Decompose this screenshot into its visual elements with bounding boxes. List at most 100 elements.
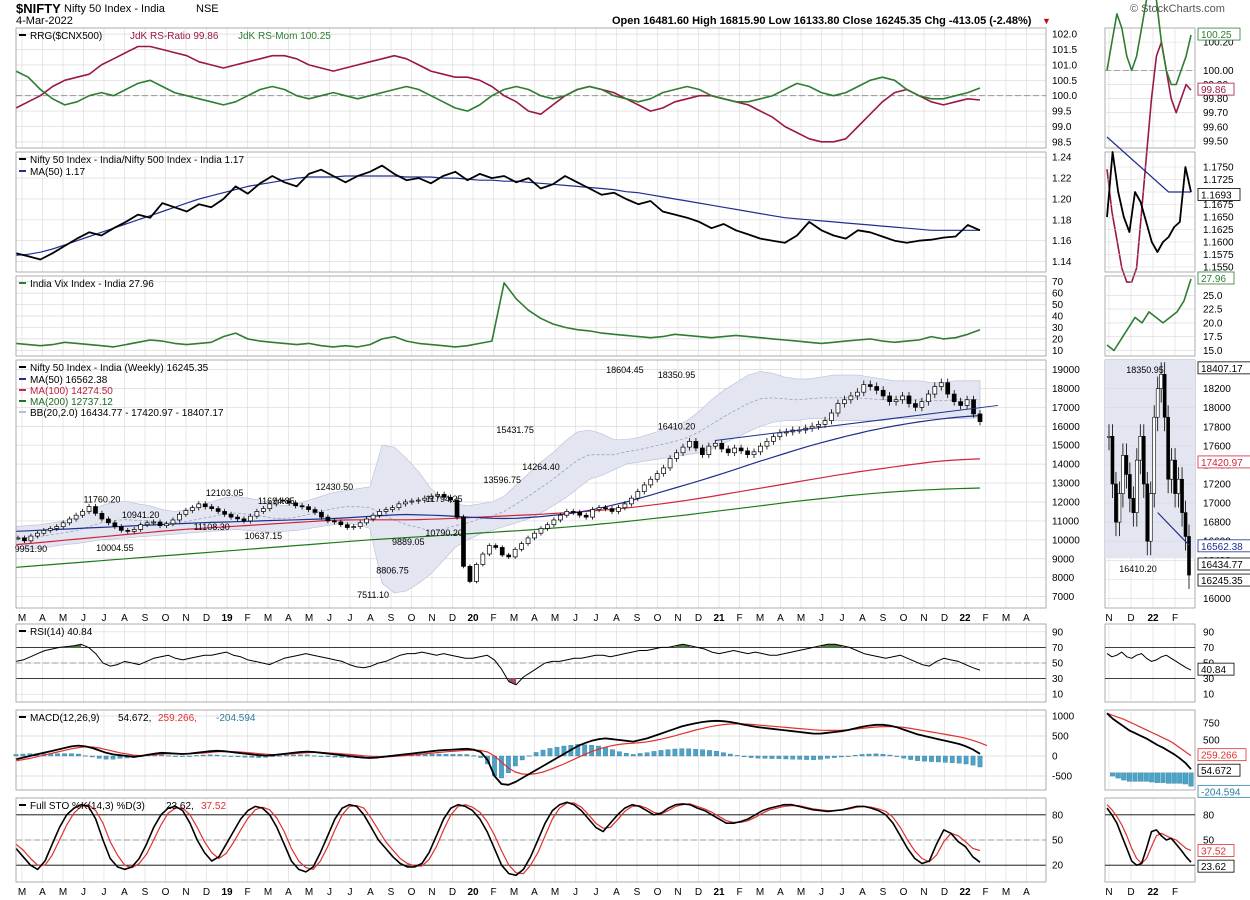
x-axis-label: 22 bbox=[959, 613, 971, 624]
price-zoom-y-tick: 16800 bbox=[1203, 518, 1231, 529]
rrg-zoom-y-tick: 99.80 bbox=[1203, 94, 1228, 105]
price-panel-frame bbox=[15, 359, 1047, 609]
x-axis-label-bottom: J bbox=[348, 887, 353, 898]
price-bar-body bbox=[202, 503, 208, 508]
x-axis-label: N bbox=[182, 613, 189, 624]
vix-zoom-y-tick: 22.5 bbox=[1203, 305, 1223, 316]
price-zoom-badge-box bbox=[1197, 361, 1250, 375]
ratio-zoom-y-tick: 1.1675 bbox=[1203, 200, 1234, 211]
price-bar-body bbox=[189, 507, 195, 511]
price-zoom-badge: 17420.97 bbox=[1201, 458, 1243, 469]
price-bar-body bbox=[364, 518, 369, 524]
x-axis-label: D bbox=[941, 613, 948, 624]
macd-histogram-bar bbox=[318, 755, 324, 757]
macd-zoom-histogram-bar bbox=[1149, 772, 1155, 783]
price-bar-body bbox=[641, 484, 647, 492]
ratio-ma50-line bbox=[15, 175, 980, 256]
price-bar-body bbox=[222, 511, 227, 515]
price-bar-body bbox=[738, 447, 744, 452]
ratio-ma-legend: MA(50) 1.17 bbox=[30, 167, 85, 178]
price-zoom-y-tick: 17800 bbox=[1203, 422, 1231, 433]
x-axis-label-bottom: M bbox=[18, 887, 26, 898]
x-axis-label: A bbox=[367, 613, 374, 624]
macd-y-tick: -500 bbox=[1052, 772, 1072, 783]
macd-zoom-histogram-bar bbox=[1188, 772, 1194, 787]
price-bar-body bbox=[254, 511, 260, 517]
price-zoom-y-tick: 18000 bbox=[1203, 403, 1231, 414]
macd-histogram-bar bbox=[96, 755, 102, 759]
zoom-price-bar-body bbox=[1187, 536, 1191, 576]
price-y-tick: 18000 bbox=[1052, 384, 1080, 395]
price-y-tick: 10000 bbox=[1052, 535, 1080, 546]
macd-histogram-bar bbox=[949, 755, 955, 763]
price-annotation: 9889.05 bbox=[392, 537, 425, 547]
price-bar-body bbox=[35, 532, 40, 537]
price-bar-body bbox=[319, 512, 324, 518]
price-bar-body bbox=[493, 545, 499, 548]
price-bar-body bbox=[777, 432, 783, 438]
price-bar-body bbox=[138, 524, 144, 530]
price-y-tick: 19000 bbox=[1052, 365, 1080, 376]
rrg-zoom-badge-ratio: 99.86 bbox=[1201, 85, 1226, 96]
price-bar-body bbox=[913, 403, 918, 408]
price-annotation: 11794.25 bbox=[426, 494, 463, 504]
vix-panel-frame bbox=[15, 275, 1047, 357]
rrg-zoom-y-tick: 100.00 bbox=[1203, 66, 1234, 77]
x-axis-label: M bbox=[1002, 613, 1010, 624]
price-y-tick: 15000 bbox=[1052, 441, 1080, 452]
macd-histogram-bar bbox=[187, 755, 192, 757]
price-bar-body bbox=[512, 548, 518, 558]
macd-histogram-bar bbox=[963, 755, 969, 765]
rrg-zoom-y-tick: 99.70 bbox=[1203, 108, 1228, 119]
macd-histogram-bar bbox=[804, 755, 809, 760]
price-annotation: 10790.20 bbox=[425, 528, 463, 538]
price-bar-body bbox=[674, 452, 679, 459]
price-annotation: 14264.40 bbox=[522, 462, 560, 472]
macd-histogram-bar bbox=[845, 755, 851, 757]
price-bar-body bbox=[519, 543, 524, 550]
x-axis-label-bottom: A bbox=[1023, 887, 1030, 898]
ma100-line bbox=[15, 458, 981, 546]
zoom-price-bar-body bbox=[1176, 478, 1181, 494]
price-y-tick: 11000 bbox=[1052, 516, 1080, 527]
macd-histogram-bar bbox=[679, 748, 685, 757]
macd-histogram-bar bbox=[464, 754, 470, 757]
macd-zoom-histogram-bar bbox=[1166, 772, 1172, 784]
x-axis-label: S bbox=[388, 613, 395, 624]
x-axis-label: F bbox=[982, 613, 988, 624]
vix-y-tick: 60 bbox=[1052, 289, 1064, 300]
sto-zoom-y-tick: 80 bbox=[1203, 810, 1215, 821]
macd-histogram-bar bbox=[741, 755, 747, 757]
price-bar-body bbox=[687, 441, 692, 448]
price-bar-body bbox=[422, 497, 428, 501]
macd-histogram-bar bbox=[457, 754, 463, 757]
macd-histogram-bar bbox=[499, 755, 504, 779]
price-bar-body bbox=[848, 395, 854, 401]
x-axis-label: F bbox=[244, 613, 250, 624]
price-bar-body bbox=[441, 494, 447, 498]
macd-histogram-bar bbox=[297, 754, 303, 757]
ratio-y-tick: 1.22 bbox=[1052, 174, 1072, 185]
macd-panel-frame bbox=[15, 709, 1047, 791]
macd-histogram-bar bbox=[478, 755, 484, 758]
vix-y-tick: 50 bbox=[1052, 300, 1064, 311]
price-bar-body bbox=[99, 512, 105, 520]
x-axis-label-bottom: F bbox=[982, 887, 988, 898]
x-axis-label: A bbox=[285, 613, 292, 624]
macd-histogram-bar bbox=[256, 755, 262, 758]
price-annotation: 10004.55 bbox=[96, 543, 134, 553]
price-legend: Nifty 50 Index - India (Weekly) 16245.35 bbox=[30, 363, 209, 374]
macd-histogram-bar bbox=[623, 753, 629, 757]
macd-y-tick: 500 bbox=[1052, 732, 1069, 743]
x-axis-label-bottom: S bbox=[388, 887, 395, 898]
price-bar-body bbox=[480, 553, 486, 565]
chart-header: $NIFTY Nifty 50 Index - India NSE 4-Mar-… bbox=[0, 0, 1250, 28]
macd-histogram-bar bbox=[512, 755, 518, 767]
vix-legend: India Vix Index - India 27.96 bbox=[30, 279, 154, 290]
price-bar-body bbox=[325, 516, 331, 522]
rsi-y-tick: 90 bbox=[1052, 627, 1064, 638]
price-bar-body bbox=[351, 526, 357, 528]
x-axis-label-bottom: M bbox=[797, 887, 805, 898]
x-axis-label-bottom: D bbox=[695, 887, 702, 898]
